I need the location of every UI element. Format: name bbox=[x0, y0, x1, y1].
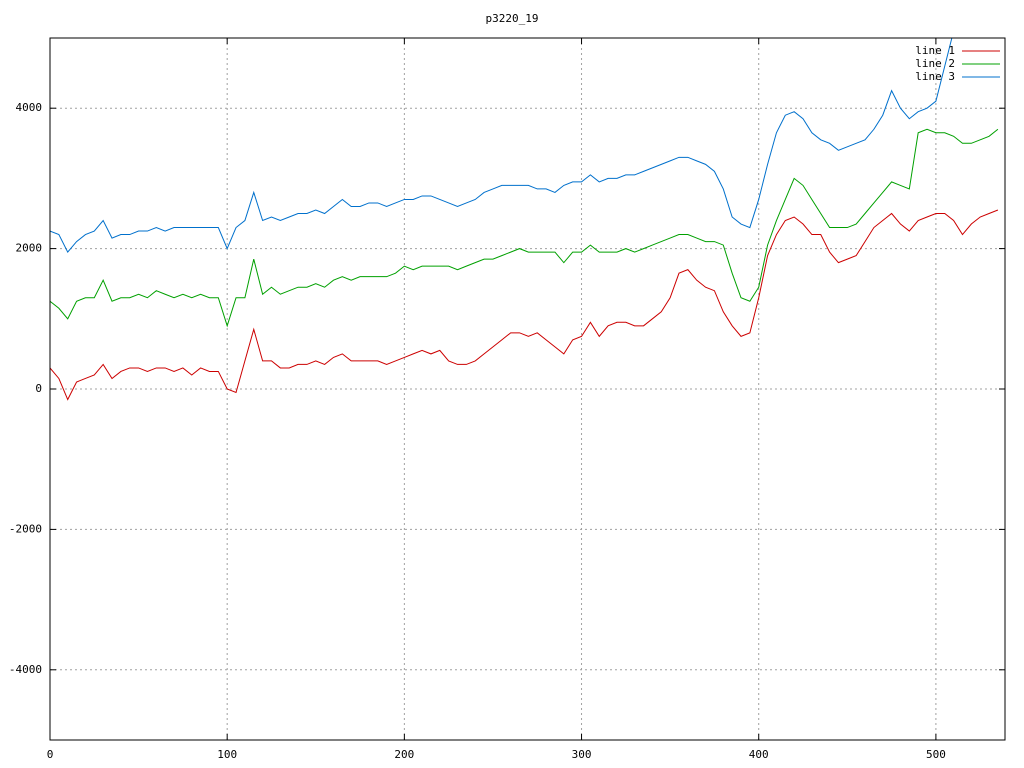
x-tick-label: 100 bbox=[217, 748, 237, 761]
legend-label: line 1 bbox=[915, 44, 955, 57]
data-line bbox=[50, 128, 999, 328]
chart-title: p3220_19 bbox=[486, 12, 539, 25]
data-line bbox=[50, 209, 999, 401]
x-tick-label: 400 bbox=[749, 748, 769, 761]
y-tick-label: -4000 bbox=[9, 663, 42, 676]
y-tick-label: 4000 bbox=[16, 101, 43, 114]
x-tick-label: 500 bbox=[926, 748, 946, 761]
legend-label: line 2 bbox=[915, 57, 955, 70]
y-tick-label: 0 bbox=[35, 382, 42, 395]
x-tick-label: 200 bbox=[394, 748, 414, 761]
data-line bbox=[50, 38, 953, 254]
y-tick-label: -2000 bbox=[9, 522, 42, 535]
x-tick-label: 0 bbox=[47, 748, 54, 761]
y-tick-label: 2000 bbox=[16, 242, 43, 255]
legend-label: line 3 bbox=[915, 70, 955, 83]
x-tick-label: 300 bbox=[572, 748, 592, 761]
